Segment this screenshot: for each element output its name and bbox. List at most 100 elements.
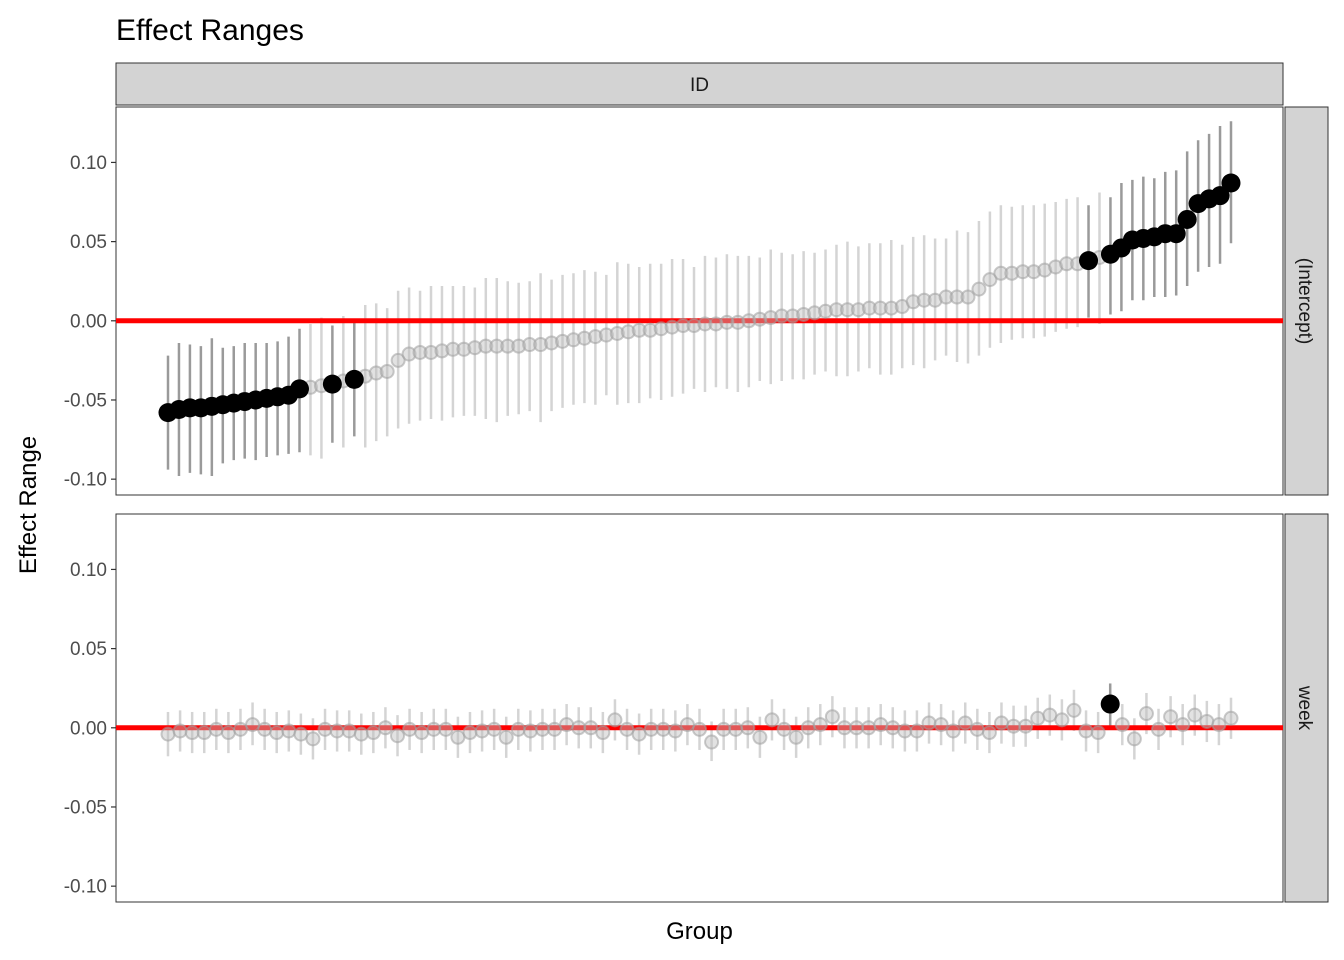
data-point xyxy=(620,324,636,340)
facet-strip-intercept-label: (Intercept) xyxy=(1294,258,1315,345)
facet-strip-intercept xyxy=(1284,106,1329,496)
data-point xyxy=(1048,259,1064,275)
data-point-significant xyxy=(1210,186,1230,206)
data-point xyxy=(317,721,333,737)
data-point xyxy=(510,721,526,737)
data-point xyxy=(607,712,623,728)
panel-week-frame xyxy=(115,513,1284,903)
data-point xyxy=(697,316,713,332)
data-point xyxy=(1211,717,1227,733)
data-point xyxy=(1223,710,1239,726)
data-point xyxy=(836,720,852,736)
data-point xyxy=(184,725,200,741)
data-point xyxy=(653,321,669,337)
panel-week-marks xyxy=(116,683,1283,762)
data-point xyxy=(1006,718,1022,734)
data-point xyxy=(752,729,768,745)
data-point xyxy=(1090,725,1106,741)
data-point xyxy=(1138,706,1154,722)
data-point xyxy=(1042,707,1058,723)
data-point xyxy=(583,720,599,736)
data-point xyxy=(764,712,780,728)
data-point xyxy=(172,723,188,739)
data-point xyxy=(818,303,834,319)
facet-strip-top-label: ID xyxy=(690,75,709,96)
data-point xyxy=(1026,264,1042,280)
y-tick-label: -0.05 xyxy=(64,390,107,411)
facet-strip-top xyxy=(115,62,1284,106)
data-point xyxy=(897,723,913,739)
data-point xyxy=(559,717,575,733)
data-point xyxy=(390,352,406,368)
data-point xyxy=(478,338,494,354)
data-point xyxy=(245,717,261,733)
data-point xyxy=(909,723,925,739)
data-point xyxy=(1066,702,1082,718)
y-tick-label: 0.10 xyxy=(70,153,107,174)
data-point xyxy=(719,314,735,330)
data-point xyxy=(456,341,472,357)
data-point xyxy=(609,325,625,341)
data-point xyxy=(796,306,812,322)
data-point-significant xyxy=(1177,209,1197,229)
data-point xyxy=(533,337,549,353)
data-point xyxy=(849,720,865,736)
data-point xyxy=(445,341,461,357)
data-point xyxy=(1004,265,1020,281)
data-point xyxy=(434,343,450,359)
panel-intercept-y-axis: 0.10 0.05 0.00 -0.05 -0.10 xyxy=(64,153,116,491)
data-point-significant xyxy=(1166,224,1186,244)
data-point xyxy=(643,721,659,737)
data-point xyxy=(500,338,516,354)
data-point xyxy=(800,720,816,736)
data-point xyxy=(905,294,921,310)
data-point xyxy=(788,729,804,745)
data-point xyxy=(1059,256,1075,272)
data-point xyxy=(402,721,418,737)
data-point xyxy=(807,305,823,321)
data-point xyxy=(872,300,888,316)
data-point xyxy=(664,319,680,335)
data-point xyxy=(981,725,997,741)
data-point xyxy=(993,715,1009,731)
data-point xyxy=(776,721,792,737)
data-point xyxy=(861,300,877,316)
data-point xyxy=(390,728,406,744)
data-point xyxy=(412,344,428,360)
facet-strip-week-label: week xyxy=(1294,685,1315,731)
data-point xyxy=(667,723,683,739)
y-tick-label: -0.05 xyxy=(64,797,107,818)
data-point xyxy=(365,725,381,741)
data-point-significant xyxy=(1221,173,1241,193)
data-point xyxy=(401,346,417,362)
panel-intercept-marks xyxy=(116,121,1283,476)
data-point xyxy=(1018,718,1034,734)
data-point-significant xyxy=(1079,251,1099,271)
data-point xyxy=(1015,264,1031,280)
data-point xyxy=(927,292,943,308)
data-point xyxy=(511,338,527,354)
data-point xyxy=(885,720,901,736)
y-tick-label: -0.10 xyxy=(64,877,107,898)
data-point xyxy=(752,311,768,327)
data-point xyxy=(1078,723,1094,739)
data-point xyxy=(971,281,987,297)
data-point xyxy=(544,335,560,351)
data-point xyxy=(1030,710,1046,726)
data-point xyxy=(740,720,756,736)
data-point xyxy=(741,313,757,329)
data-point xyxy=(774,308,790,324)
data-point xyxy=(716,721,732,737)
data-point xyxy=(522,723,538,739)
data-point xyxy=(916,292,932,308)
data-point xyxy=(293,726,309,742)
data-point xyxy=(828,302,844,318)
data-point xyxy=(368,365,384,381)
data-point xyxy=(555,333,571,349)
data-point xyxy=(534,721,550,737)
panel-week-y-axis: 0.10 0.05 0.00 -0.05 -0.10 xyxy=(64,560,116,898)
data-point xyxy=(208,721,224,737)
data-point xyxy=(675,318,691,334)
y-tick-label: -0.10 xyxy=(64,470,107,491)
